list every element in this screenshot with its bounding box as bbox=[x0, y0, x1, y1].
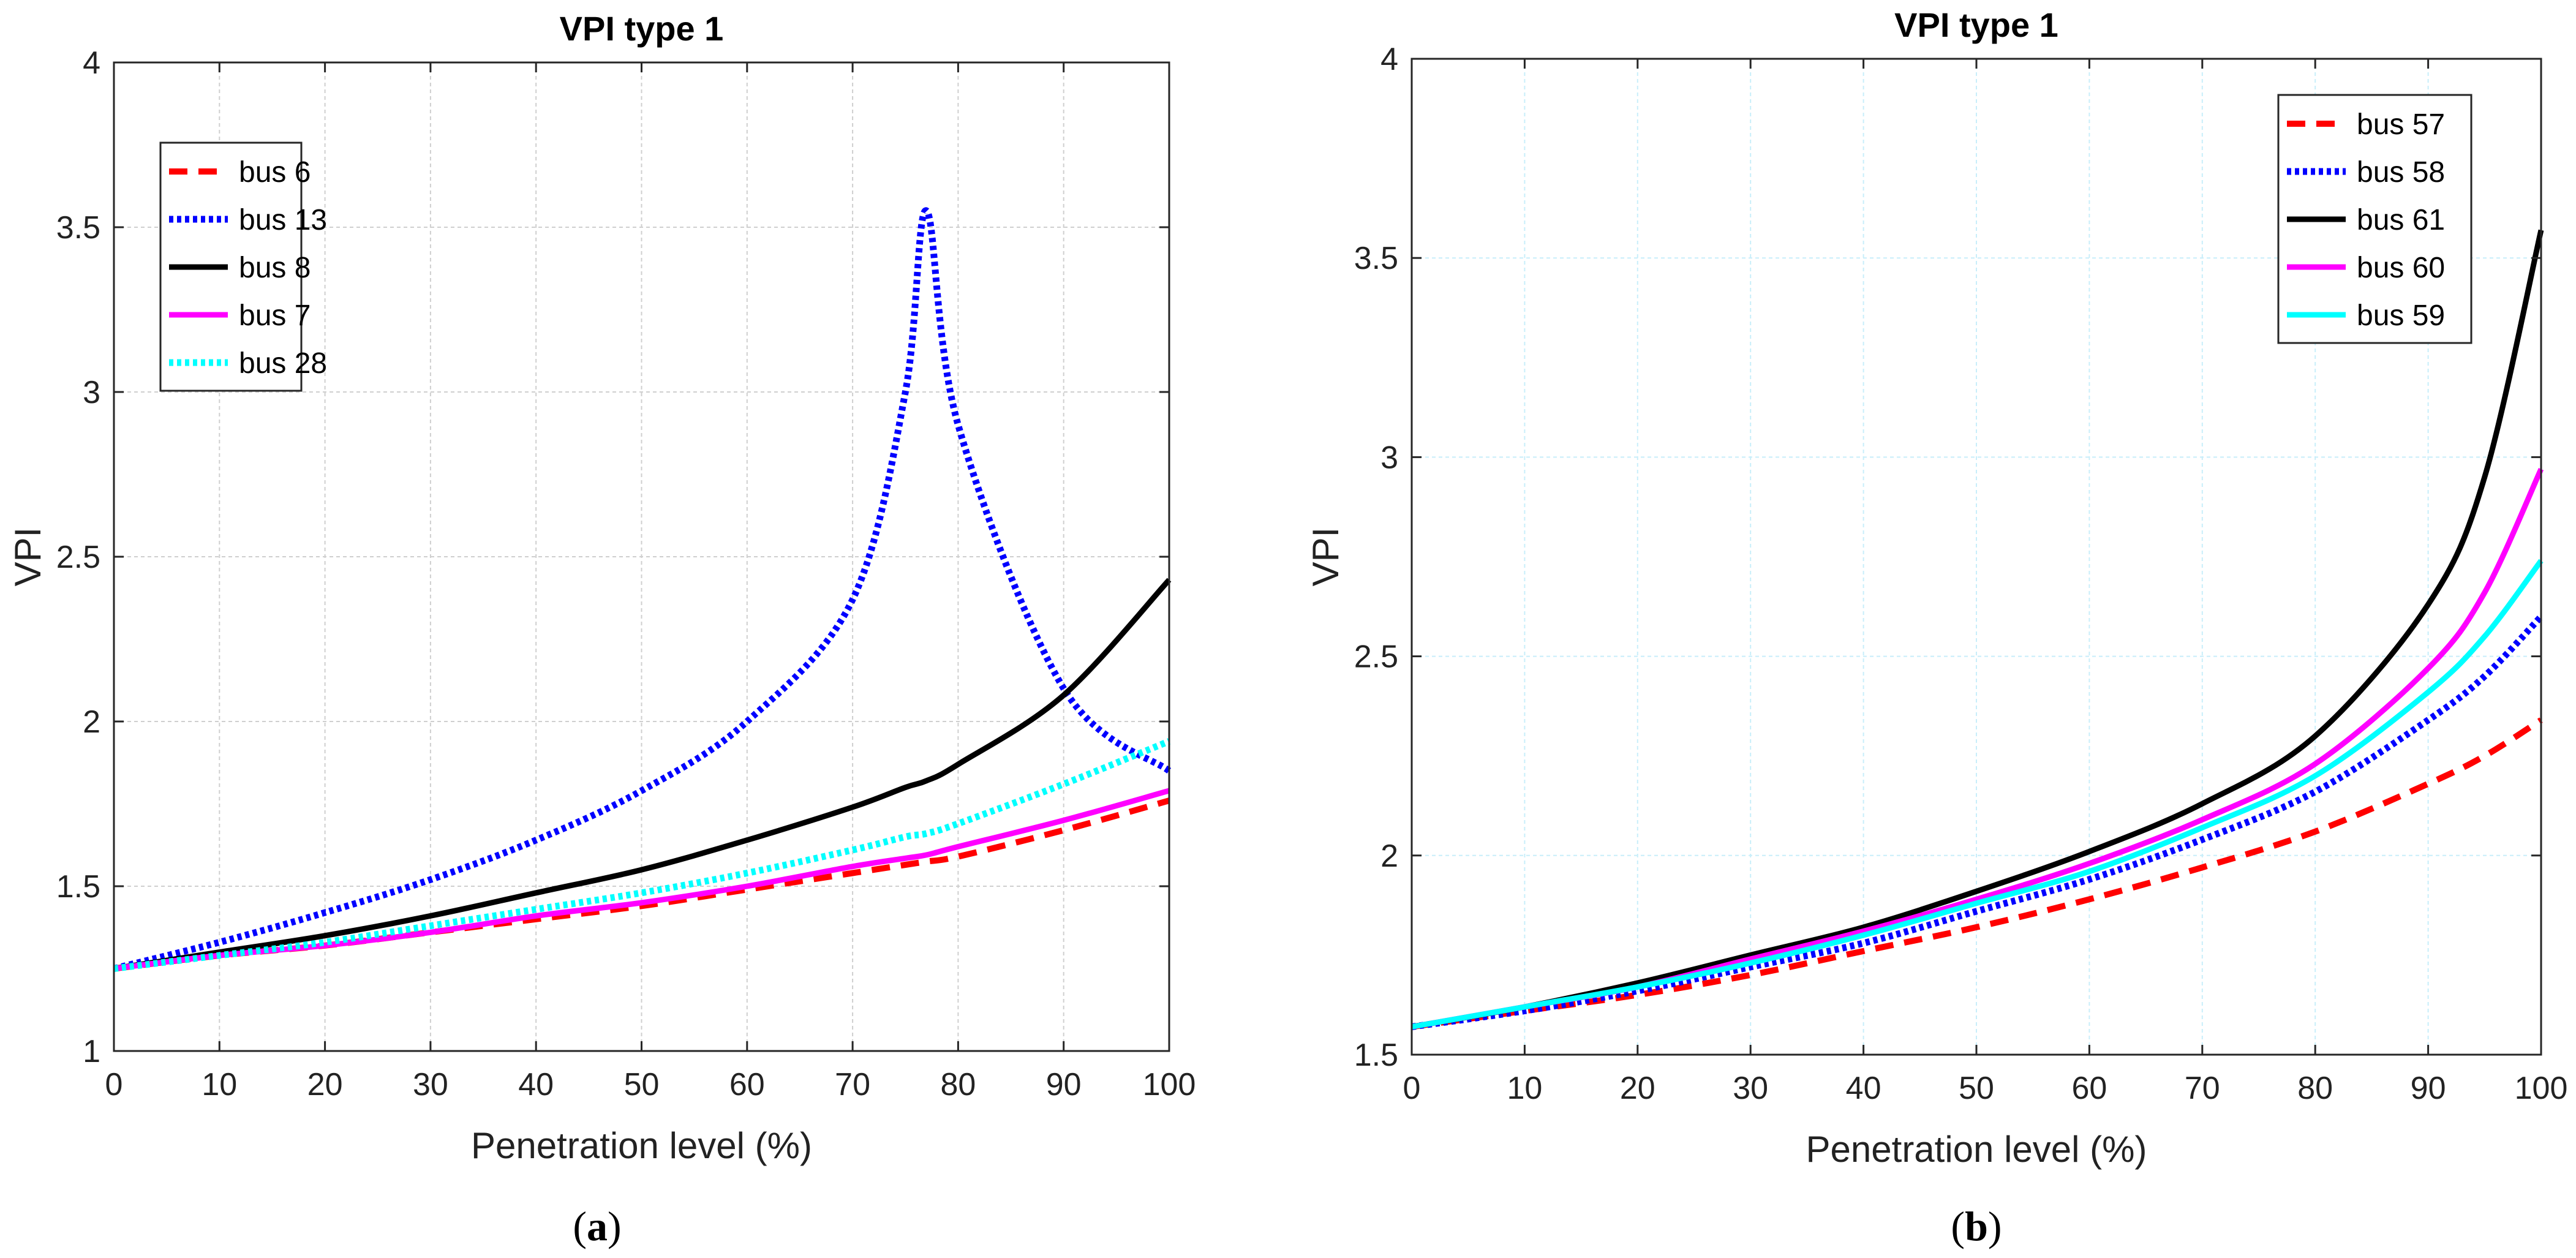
legend-label: bus 28 bbox=[239, 347, 327, 380]
x-tick-label: 10 bbox=[201, 1067, 237, 1102]
legend-label: bus 6 bbox=[239, 156, 311, 189]
series-line-bus-61 bbox=[1411, 229, 2544, 1030]
x-tick-label: 80 bbox=[940, 1067, 976, 1102]
x-tick-label: 90 bbox=[1046, 1067, 1082, 1102]
x-tick-label: 30 bbox=[1733, 1071, 1768, 1106]
series-line-bus-28 bbox=[113, 738, 1171, 972]
legend-label: bus 60 bbox=[2357, 252, 2445, 284]
x-tick-label: 80 bbox=[2297, 1071, 2333, 1106]
x-tick-label: 60 bbox=[729, 1067, 765, 1102]
x-tick-label: 10 bbox=[1507, 1071, 1542, 1106]
y-tick-label: 2.5 bbox=[1354, 639, 1398, 675]
series-line-bus-6 bbox=[113, 797, 1170, 972]
y-tick-label: 4 bbox=[1380, 42, 1398, 77]
legend-label: bus 13 bbox=[239, 204, 327, 236]
y-tick-label: 1 bbox=[83, 1034, 100, 1069]
legend-label: bus 7 bbox=[239, 299, 311, 332]
y-tick-label: 4 bbox=[83, 45, 100, 81]
x-tick-label: 50 bbox=[1959, 1071, 1994, 1106]
x-tick-label: 40 bbox=[1846, 1071, 1881, 1106]
series-line-bus-59 bbox=[1411, 559, 2544, 1030]
legend-label: bus 59 bbox=[2357, 299, 2445, 332]
x-tick-label: 40 bbox=[518, 1067, 554, 1102]
y-tick-label: 3 bbox=[1380, 440, 1398, 475]
x-tick-label: 60 bbox=[2071, 1071, 2107, 1106]
chart-panel-b: 0 10 20 30 40 50 60 70 80 90 100 1.5 2 2.5 3 3.5 4 VPI ty… bbox=[1305, 6, 2567, 1249]
legend-label: bus 57 bbox=[2357, 108, 2445, 141]
x-axis-label: Penetration level (%) bbox=[1806, 1129, 2147, 1170]
y-tick-label: 2 bbox=[1380, 838, 1398, 874]
chart-title: VPI type 1 bbox=[560, 9, 724, 48]
series-line-bus-8 bbox=[113, 578, 1172, 971]
x-tick-label: 30 bbox=[413, 1067, 448, 1102]
legend: bus 57 bus 58 bus 61 bus 60 bus 59 bbox=[2277, 94, 2472, 344]
legend-label: bus 58 bbox=[2357, 156, 2445, 189]
x-tick-label: 0 bbox=[105, 1067, 123, 1102]
y-tick-label: 2.5 bbox=[56, 540, 100, 575]
y-tick-label: 3.5 bbox=[1354, 241, 1398, 276]
x-axis-label: Penetration level (%) bbox=[471, 1125, 812, 1166]
x-tick-label: 100 bbox=[2515, 1071, 2568, 1106]
series-line-bus-58 bbox=[1411, 614, 2544, 1030]
chart-title: VPI type 1 bbox=[1894, 6, 2058, 44]
y-tick-label: 2 bbox=[83, 704, 100, 740]
y-axis-label: VPI bbox=[1305, 527, 1346, 587]
y-tick-label: 1.5 bbox=[56, 869, 100, 905]
x-tick-label: 0 bbox=[1403, 1071, 1421, 1106]
x-tick-label: 90 bbox=[2411, 1071, 2446, 1106]
x-tick-label: 100 bbox=[1143, 1067, 1196, 1102]
legend-label: bus 8 bbox=[239, 252, 311, 284]
panel-caption: (b) bbox=[1951, 1203, 2002, 1249]
x-tick-label: 20 bbox=[1620, 1071, 1655, 1106]
x-tick-label: 50 bbox=[624, 1067, 660, 1102]
x-tick-label: 70 bbox=[835, 1067, 870, 1102]
y-tick-label: 3.5 bbox=[56, 210, 100, 246]
x-tick-label: 20 bbox=[307, 1067, 343, 1102]
chart-panel-a: 0 10 20 30 40 50 60 70 80 90 100 1 1.5 2 2.5 3 3.5 4 VPI t… bbox=[7, 9, 1196, 1249]
y-tick-label: 3 bbox=[83, 375, 100, 410]
legend-label: bus 61 bbox=[2357, 204, 2445, 236]
x-tick-label: 70 bbox=[2185, 1071, 2220, 1106]
series-line-bus-13 bbox=[113, 207, 1172, 972]
y-tick-label: 1.5 bbox=[1354, 1038, 1398, 1073]
panel-caption: (a) bbox=[573, 1203, 621, 1249]
legend: bus 6 bus 13 bus 8 bus 7 bus 28 bbox=[159, 141, 327, 392]
y-axis-label: VPI bbox=[7, 527, 48, 587]
